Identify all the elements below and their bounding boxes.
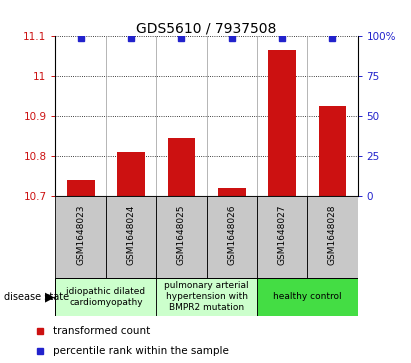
Bar bbox=[67, 180, 95, 196]
Bar bbox=[156, 196, 206, 278]
Bar bbox=[218, 188, 245, 196]
Text: healthy control: healthy control bbox=[273, 292, 342, 301]
Bar bbox=[168, 138, 195, 196]
Text: GSM1648028: GSM1648028 bbox=[328, 205, 337, 265]
Bar bbox=[106, 196, 156, 278]
Text: pulmonary arterial
hypertension with
BMPR2 mutation: pulmonary arterial hypertension with BMP… bbox=[164, 281, 249, 312]
Text: percentile rank within the sample: percentile rank within the sample bbox=[53, 346, 229, 356]
Bar bbox=[268, 50, 296, 196]
Bar bbox=[156, 278, 257, 316]
Text: ▶: ▶ bbox=[45, 290, 55, 303]
Bar bbox=[117, 152, 145, 196]
Text: GSM1648025: GSM1648025 bbox=[177, 205, 186, 265]
Text: idiopathic dilated
cardiomyopathy: idiopathic dilated cardiomyopathy bbox=[66, 287, 145, 307]
Bar bbox=[257, 278, 358, 316]
Bar bbox=[55, 196, 106, 278]
Text: GSM1648026: GSM1648026 bbox=[227, 205, 236, 265]
Text: GSM1648024: GSM1648024 bbox=[127, 205, 136, 265]
Bar bbox=[206, 196, 257, 278]
Text: GSM1648027: GSM1648027 bbox=[277, 205, 286, 265]
Text: disease state: disease state bbox=[4, 292, 69, 302]
Text: GSM1648023: GSM1648023 bbox=[76, 205, 85, 265]
Bar bbox=[319, 106, 346, 196]
Bar bbox=[55, 278, 156, 316]
Bar bbox=[307, 196, 358, 278]
Title: GDS5610 / 7937508: GDS5610 / 7937508 bbox=[136, 21, 277, 35]
Bar bbox=[257, 196, 307, 278]
Text: transformed count: transformed count bbox=[53, 326, 150, 336]
